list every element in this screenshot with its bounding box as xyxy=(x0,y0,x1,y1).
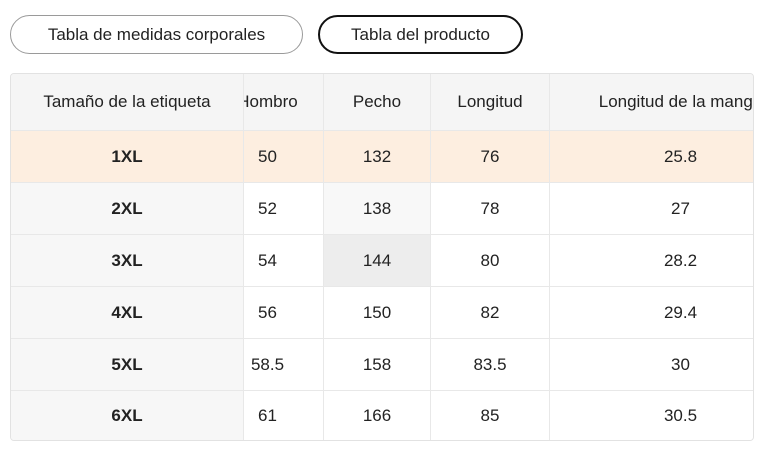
table-cell: 54 xyxy=(244,235,324,287)
table-cell: 80 xyxy=(431,235,550,287)
size-table: HombroPechoLongitudLongitud de la manga 5… xyxy=(10,73,754,441)
table-cell: 52 xyxy=(244,183,324,235)
tab-active[interactable]: Tabla del producto xyxy=(318,15,523,54)
size-label: 4XL xyxy=(11,287,244,339)
table-cell: 150 xyxy=(324,287,431,339)
table-cell: 158 xyxy=(324,339,431,391)
table-cell: 144 xyxy=(324,235,431,287)
table-cell: 85 xyxy=(431,391,550,440)
table-cell: 30.5 xyxy=(550,391,753,440)
table-cell: 82 xyxy=(431,287,550,339)
table-cell: 61 xyxy=(244,391,324,440)
size-label: 6XL xyxy=(11,391,244,440)
scroll-content: HombroPechoLongitudLongitud de la manga 5… xyxy=(244,74,753,440)
table-cell: 56 xyxy=(244,287,324,339)
size-label: 1XL xyxy=(11,131,244,183)
table-cell: 83.5 xyxy=(431,339,550,391)
table-cell: 50 xyxy=(244,131,324,183)
column-header: Longitud xyxy=(431,74,550,131)
column-header: Pecho xyxy=(324,74,431,131)
column-header: Longitud de la manga xyxy=(550,74,753,131)
table-cell: 166 xyxy=(324,391,431,440)
column-header: Tamaño de la etiqueta xyxy=(11,74,244,131)
tab[interactable]: Tabla de medidas corporales xyxy=(10,15,303,54)
table-cell: 30 xyxy=(550,339,753,391)
scroll-area: HombroPechoLongitudLongitud de la manga 5… xyxy=(244,74,753,440)
table-cell: 76 xyxy=(431,131,550,183)
size-label: 5XL xyxy=(11,339,244,391)
size-label: 2XL xyxy=(11,183,244,235)
table-cell: 28.2 xyxy=(550,235,753,287)
table-cell: 27 xyxy=(550,183,753,235)
table-cell: 132 xyxy=(324,131,431,183)
size-label: 3XL xyxy=(11,235,244,287)
table-cell: 58.5 xyxy=(244,339,324,391)
table-cell: 29.4 xyxy=(550,287,753,339)
table-cell: 78 xyxy=(431,183,550,235)
sticky-column: Tamaño de la etiqueta 1XL 2XL 3XL 4XL 5XL 6XL xyxy=(11,74,244,440)
column-header: Hombro xyxy=(244,74,324,131)
table-cell: 25.8 xyxy=(550,131,753,183)
table-cell: 138 xyxy=(324,183,431,235)
